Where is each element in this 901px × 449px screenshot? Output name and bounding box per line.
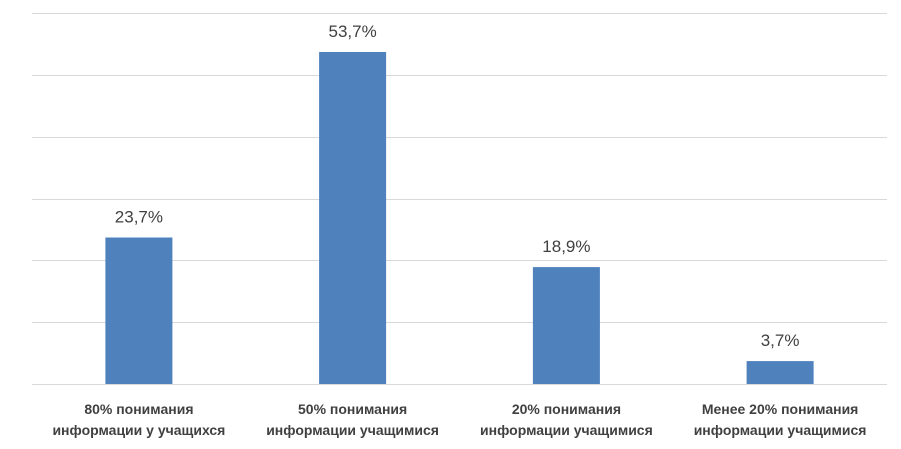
data-label-4: 3,7% bbox=[761, 331, 800, 350]
category-label-line: информации у учащихся bbox=[52, 422, 225, 438]
bar-4 bbox=[746, 361, 814, 384]
category-labels: 80% понимания информации у учащихся 50% по… bbox=[52, 401, 866, 438]
bar-2 bbox=[319, 52, 387, 384]
category-label-line: информации учащимися bbox=[480, 422, 653, 438]
category-label-line: Менее 20% понимания bbox=[702, 401, 859, 417]
category-label-line: 80% понимания bbox=[84, 401, 193, 417]
category-label-line: информации учащимися bbox=[694, 422, 867, 438]
category-label-line: 50% понимания bbox=[298, 401, 407, 417]
data-labels: 23,7% 53,7% 18,9% 3,7% bbox=[115, 22, 800, 350]
bars bbox=[105, 52, 814, 384]
category-label-2: 50% понимания информации учащимися bbox=[266, 401, 439, 438]
category-label-line: 20% понимания bbox=[512, 401, 621, 417]
data-label-2: 53,7% bbox=[328, 22, 376, 41]
category-label-3: 20% понимания информации учащимися bbox=[480, 401, 653, 438]
bar-1 bbox=[105, 237, 173, 384]
category-label-line: информации учащимися bbox=[266, 422, 439, 438]
bar-3 bbox=[532, 267, 600, 384]
category-label-4: Менее 20% понимания информации учащимися bbox=[694, 401, 867, 438]
category-label-1: 80% понимания информации у учащихся bbox=[52, 401, 225, 438]
data-label-1: 23,7% bbox=[115, 208, 163, 227]
gridlines bbox=[32, 13, 887, 385]
data-label-3: 18,9% bbox=[542, 237, 590, 256]
